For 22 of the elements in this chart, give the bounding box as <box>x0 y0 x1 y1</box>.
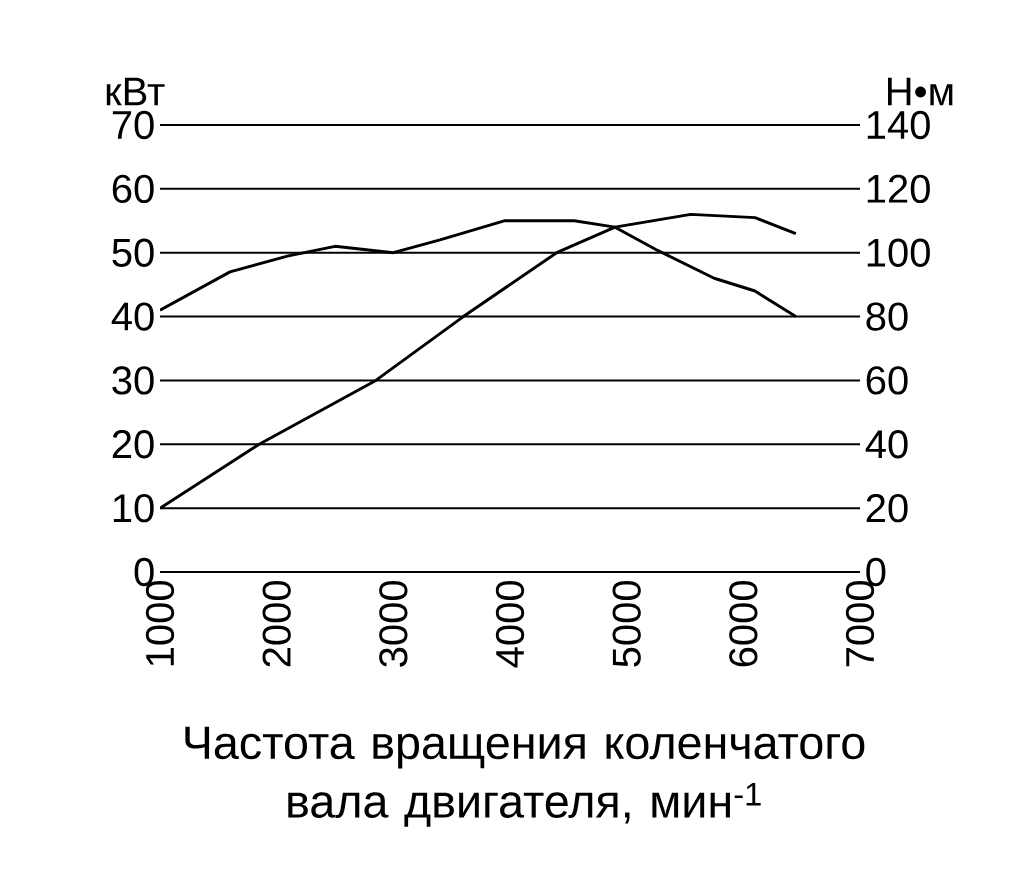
x-axis-title: Частота вращения коленчатого вала двигателя, мин$^{-1}$ <box>185 726 865 827</box>
x-tick-label: 6000 <box>729 580 758 667</box>
y-tick-label: 70 <box>112 110 154 140</box>
y-tick-label: 40 <box>111 302 154 331</box>
x-tick-label: 2000 <box>262 580 291 667</box>
y2-tick-label: 100 <box>867 238 930 267</box>
y2-axis-title: Н•м <box>888 77 953 106</box>
x-tick-label: 5000 <box>612 580 641 667</box>
y2-tick-label: 140 <box>867 110 930 140</box>
y-axis-title: кВт <box>106 77 165 106</box>
y-tick-label: 20 <box>112 430 154 459</box>
x-tick-label: 4000 <box>495 580 525 668</box>
y2-tick-label: 80 <box>866 302 908 331</box>
y-tick-label: 10 <box>113 493 154 523</box>
y2-tick-label: 20 <box>866 493 908 523</box>
x-tick-label: 3000 <box>379 580 408 667</box>
y2-tick-label: 120 <box>867 174 930 204</box>
y-tick-label: 30 <box>112 366 154 395</box>
y-tick-label: 50 <box>112 238 154 267</box>
y2-tick-label: 60 <box>866 366 908 395</box>
y2-tick-label: 40 <box>865 430 908 459</box>
y-tick-label: 60 <box>112 174 154 204</box>
